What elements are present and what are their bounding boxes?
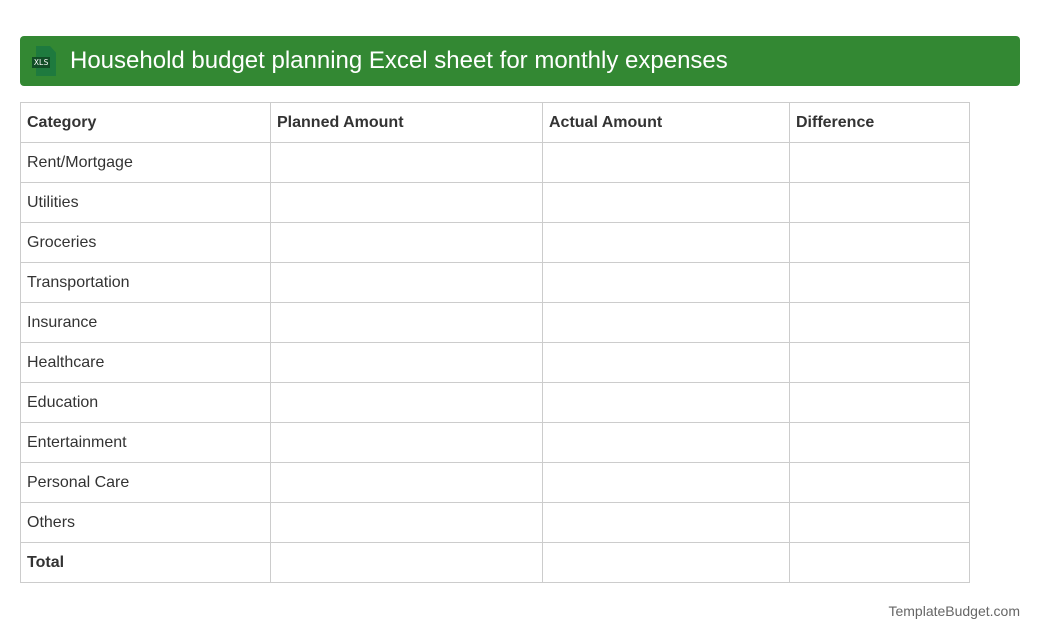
table-row: Others — [20, 502, 970, 543]
difference-cell[interactable] — [789, 382, 970, 423]
planned-cell[interactable] — [270, 382, 543, 423]
planned-cell[interactable] — [270, 262, 543, 303]
planned-cell[interactable] — [270, 342, 543, 383]
difference-cell[interactable] — [789, 182, 970, 223]
table-row: Groceries — [20, 222, 970, 263]
actual-cell[interactable] — [542, 462, 790, 503]
page-title: Household budget planning Excel sheet fo… — [70, 47, 728, 74]
actual-cell[interactable] — [542, 222, 790, 263]
table-row: Utilities — [20, 182, 970, 223]
planned-cell[interactable] — [270, 542, 543, 583]
difference-cell[interactable] — [789, 542, 970, 583]
category-cell: Others — [20, 502, 271, 543]
category-cell: Rent/Mortgage — [20, 142, 271, 183]
category-cell: Total — [20, 542, 271, 583]
actual-cell[interactable] — [542, 342, 790, 383]
table-row: Total — [20, 542, 970, 583]
planned-cell[interactable] — [270, 302, 543, 343]
difference-cell[interactable] — [789, 262, 970, 303]
actual-cell[interactable] — [542, 262, 790, 303]
table-row: Rent/Mortgage — [20, 142, 970, 183]
actual-cell[interactable] — [542, 182, 790, 223]
xls-file-icon: XLS — [32, 46, 56, 76]
title-banner: XLS Household budget planning Excel shee… — [20, 36, 1020, 86]
difference-cell[interactable] — [789, 502, 970, 543]
category-cell: Utilities — [20, 182, 271, 223]
table-row: Transportation — [20, 262, 970, 303]
column-header: Actual Amount — [542, 102, 790, 143]
planned-cell[interactable] — [270, 462, 543, 503]
planned-cell[interactable] — [270, 222, 543, 263]
difference-cell[interactable] — [789, 142, 970, 183]
difference-cell[interactable] — [789, 302, 970, 343]
planned-cell[interactable] — [270, 502, 543, 543]
budget-table: Category Planned Amount Actual Amount Di… — [20, 102, 970, 583]
difference-cell[interactable] — [789, 222, 970, 263]
table-header-row: Category Planned Amount Actual Amount Di… — [20, 102, 970, 143]
difference-cell[interactable] — [789, 422, 970, 463]
actual-cell[interactable] — [542, 142, 790, 183]
actual-cell[interactable] — [542, 542, 790, 583]
category-cell: Healthcare — [20, 342, 271, 383]
column-header: Planned Amount — [270, 102, 543, 143]
table-row: Insurance — [20, 302, 970, 343]
category-cell: Groceries — [20, 222, 271, 263]
category-cell: Transportation — [20, 262, 271, 303]
category-cell: Entertainment — [20, 422, 271, 463]
footer-brand: TemplateBudget.com — [888, 603, 1020, 619]
category-cell: Education — [20, 382, 271, 423]
planned-cell[interactable] — [270, 142, 543, 183]
table-row: Entertainment — [20, 422, 970, 463]
difference-cell[interactable] — [789, 462, 970, 503]
table-row: Personal Care — [20, 462, 970, 503]
column-header: Difference — [789, 102, 970, 143]
actual-cell[interactable] — [542, 502, 790, 543]
actual-cell[interactable] — [542, 382, 790, 423]
planned-cell[interactable] — [270, 182, 543, 223]
actual-cell[interactable] — [542, 422, 790, 463]
table-row: Healthcare — [20, 342, 970, 383]
table-row: Education — [20, 382, 970, 423]
column-header: Category — [20, 102, 271, 143]
category-cell: Insurance — [20, 302, 271, 343]
actual-cell[interactable] — [542, 302, 790, 343]
category-cell: Personal Care — [20, 462, 271, 503]
difference-cell[interactable] — [789, 342, 970, 383]
planned-cell[interactable] — [270, 422, 543, 463]
